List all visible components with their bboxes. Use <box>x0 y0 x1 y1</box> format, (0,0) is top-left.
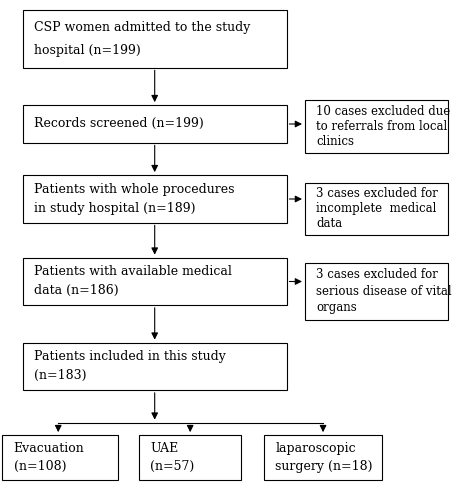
Text: data: data <box>316 217 342 230</box>
Text: (n=108): (n=108) <box>14 460 66 473</box>
Text: 3 cases excluded for: 3 cases excluded for <box>316 187 438 200</box>
Text: clinics: clinics <box>316 135 354 148</box>
FancyBboxPatch shape <box>23 342 287 390</box>
Text: Records screened (n=199): Records screened (n=199) <box>34 117 204 130</box>
Text: hospital (n=199): hospital (n=199) <box>34 44 141 56</box>
FancyBboxPatch shape <box>264 435 382 480</box>
Text: (n=57): (n=57) <box>150 460 194 473</box>
Text: CSP women admitted to the study: CSP women admitted to the study <box>34 20 251 34</box>
Text: 3 cases excluded for: 3 cases excluded for <box>316 268 438 281</box>
FancyBboxPatch shape <box>139 435 241 480</box>
FancyBboxPatch shape <box>23 175 287 222</box>
FancyBboxPatch shape <box>23 10 287 68</box>
Text: UAE: UAE <box>150 442 178 455</box>
Text: Patients with whole procedures: Patients with whole procedures <box>34 182 235 196</box>
Text: organs: organs <box>316 301 357 314</box>
Text: incomplete  medical: incomplete medical <box>316 202 437 215</box>
Text: data (n=186): data (n=186) <box>34 284 119 297</box>
Text: Patients included in this study: Patients included in this study <box>34 350 226 363</box>
Text: to referrals from local: to referrals from local <box>316 120 447 133</box>
Text: 10 cases excluded due: 10 cases excluded due <box>316 105 450 118</box>
Text: laparoscopic: laparoscopic <box>275 442 356 455</box>
Text: surgery (n=18): surgery (n=18) <box>275 460 373 473</box>
FancyBboxPatch shape <box>2 435 118 480</box>
Text: Patients with available medical: Patients with available medical <box>34 265 232 278</box>
FancyBboxPatch shape <box>23 105 287 142</box>
Text: (n=183): (n=183) <box>34 369 86 382</box>
Text: serious disease of vital: serious disease of vital <box>316 285 452 298</box>
Text: in study hospital (n=189): in study hospital (n=189) <box>34 202 196 215</box>
FancyBboxPatch shape <box>305 100 448 152</box>
FancyBboxPatch shape <box>23 258 287 305</box>
FancyBboxPatch shape <box>305 262 448 320</box>
FancyBboxPatch shape <box>305 182 448 235</box>
Text: Evacuation: Evacuation <box>14 442 84 455</box>
